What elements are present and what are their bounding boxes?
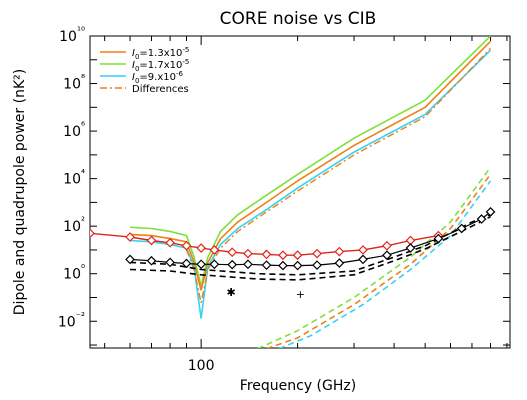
diamond-marker bbox=[90, 228, 95, 239]
diamond-marker bbox=[312, 260, 322, 270]
series-line bbox=[129, 36, 492, 287]
series-line-9 bbox=[90, 228, 444, 261]
diamond-marker bbox=[278, 250, 288, 261]
diamond-marker bbox=[146, 235, 157, 246]
x-axis-label: Frequency (GHz) bbox=[240, 378, 356, 394]
data-point-symbol: ✱ bbox=[226, 286, 235, 299]
series-line-10 bbox=[125, 207, 496, 271]
legend-label: I0=9.x10-6 bbox=[132, 70, 184, 85]
diamond-marker bbox=[243, 248, 253, 259]
diamond-marker bbox=[334, 246, 345, 257]
series-line-6 bbox=[278, 180, 492, 348]
series-i0-9-x10-6 bbox=[129, 49, 492, 319]
diamond-marker bbox=[382, 240, 392, 251]
legend-label: Differences bbox=[132, 84, 189, 95]
legend-label: I0=1.7x10-5 bbox=[132, 58, 189, 73]
y-tick-label: 10⁸ bbox=[63, 74, 85, 93]
diamond-marker bbox=[181, 240, 192, 251]
series-differences bbox=[185, 47, 492, 303]
diamond-marker bbox=[433, 233, 444, 244]
diamond-marker bbox=[485, 207, 496, 217]
diamond-marker bbox=[125, 232, 135, 242]
diamond-marker bbox=[292, 250, 303, 261]
x-tick-label: 100 bbox=[188, 358, 215, 374]
y-axis-label: Dipole and quadrupole power (nK²) bbox=[12, 69, 28, 315]
diamond-marker bbox=[209, 259, 220, 270]
y-tick-label: 10⁻² bbox=[58, 311, 85, 330]
diamond-marker bbox=[405, 243, 416, 253]
series-i0-1-7x10-5 bbox=[129, 36, 492, 287]
diamond-marker bbox=[476, 214, 487, 224]
diamond-marker bbox=[181, 258, 192, 269]
chart-title: CORE noise vs CIB bbox=[220, 9, 377, 29]
series-line bbox=[185, 47, 492, 303]
y-tick-label: 10⁶ bbox=[63, 121, 85, 140]
diamond-marker bbox=[227, 247, 238, 258]
series-line bbox=[129, 215, 491, 281]
diamond-marker bbox=[278, 260, 288, 271]
series-layer bbox=[90, 36, 496, 348]
diamond-marker bbox=[358, 254, 368, 265]
diamond-marker bbox=[292, 260, 303, 271]
diamond-marker bbox=[196, 243, 206, 253]
series-line-5 bbox=[266, 173, 492, 348]
diamond-marker bbox=[165, 257, 175, 268]
points-layer: ✱ + bbox=[226, 286, 305, 301]
y-tick-label: 10⁰ bbox=[63, 264, 85, 283]
series-line bbox=[278, 180, 492, 348]
series-line bbox=[266, 173, 492, 348]
diamond-marker bbox=[125, 254, 135, 265]
diamond-marker bbox=[227, 259, 238, 270]
data-point-symbol: + bbox=[296, 288, 305, 301]
diamond-marker bbox=[312, 248, 322, 259]
diamond-marker bbox=[358, 245, 368, 255]
diamond-marker bbox=[196, 259, 206, 270]
diamond-marker bbox=[243, 259, 253, 270]
diamond-marker bbox=[382, 250, 392, 261]
diamond-marker bbox=[261, 249, 272, 260]
series-line-4 bbox=[257, 166, 492, 348]
plot-frame bbox=[89, 35, 511, 349]
diamond-marker bbox=[456, 223, 467, 234]
series-line bbox=[257, 166, 492, 348]
axes bbox=[89, 35, 511, 349]
legend: I0=1.3x10-5I0=1.7x10-5I0=9.x10-6Differen… bbox=[100, 46, 189, 95]
diamond-marker bbox=[146, 255, 157, 266]
series-line bbox=[129, 49, 492, 319]
series-line-8 bbox=[129, 215, 491, 281]
diamond-marker bbox=[165, 237, 175, 248]
diamond-marker bbox=[334, 258, 345, 268]
y-tick-label: 10⁴ bbox=[63, 169, 85, 188]
y-tick-label: 10² bbox=[63, 216, 85, 235]
diamond-marker bbox=[209, 245, 220, 255]
diamond-marker bbox=[261, 260, 272, 270]
tick-marks: 10⁻² 10⁰ 10² 10⁴ 10⁶ 10⁸ 10¹⁰ 100 bbox=[58, 26, 510, 374]
y-tick-label: 10¹⁰ bbox=[59, 26, 85, 45]
legend-label: I0=1.3x10-5 bbox=[132, 46, 189, 61]
